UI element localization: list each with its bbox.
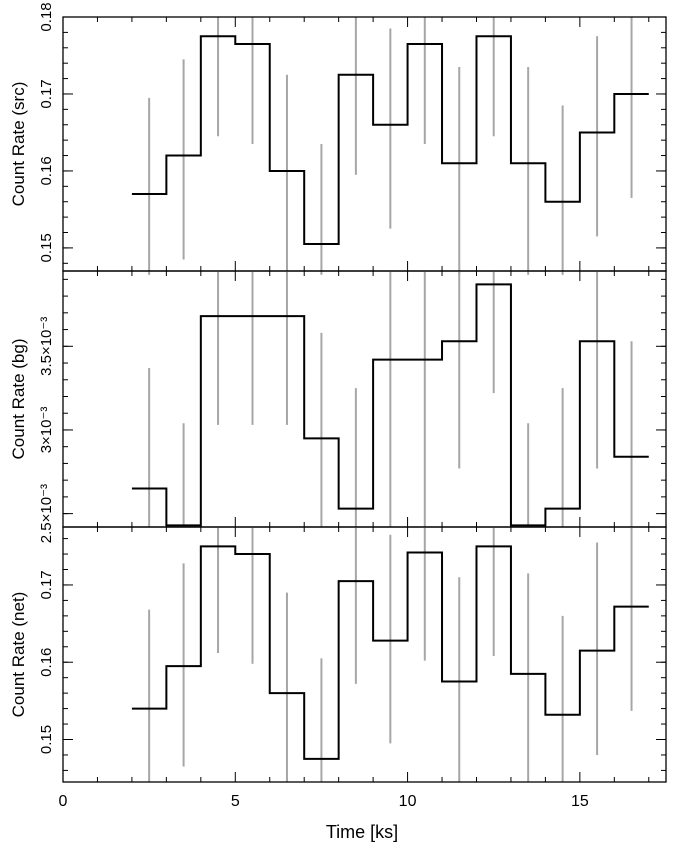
y-tick-label-bg: 3×10⁻³ xyxy=(38,407,55,454)
x-tick-label: 10 xyxy=(399,793,417,810)
y-tick-label-net: 0.17 xyxy=(38,570,55,599)
y-tick-label-net: 0.16 xyxy=(38,648,55,677)
y-axis-label-src: Count Rate (src) xyxy=(9,82,28,207)
histogram-net xyxy=(131,545,649,760)
y-tick-label-src: 0.15 xyxy=(38,233,55,262)
y-tick-label-src: 0.16 xyxy=(38,156,55,185)
y-tick-label-src: 0.18 xyxy=(38,2,55,31)
histogram-src xyxy=(131,35,649,246)
panel-bg: 2.5×10⁻³ 3×10⁻³ 3.5×10⁻³ Count Rate (bg) xyxy=(9,270,667,543)
y-tick-label-bg: 3.5×10⁻³ xyxy=(38,317,55,376)
histogram-bg xyxy=(131,283,649,527)
x-tick-label: 15 xyxy=(571,793,589,810)
y-axis-label-bg: Count Rate (bg) xyxy=(9,339,28,460)
x-axis-label: Time [ks] xyxy=(326,822,398,842)
x-tick-label: 5 xyxy=(231,793,240,810)
x-axis: 0 5 10 15 xyxy=(59,793,589,810)
panels-group: 0.15 0.16 0.17 0.18 Count Rate (src) 2.5×10⁻³… xyxy=(9,2,667,783)
frame-src xyxy=(62,16,667,272)
panel-src: 0.15 0.16 0.17 0.18 Count Rate (src) xyxy=(9,2,667,275)
y-tick-label-net: 0.15 xyxy=(38,725,55,754)
y-tick-label-src: 0.17 xyxy=(38,79,55,108)
y-tick-label-bg: 2.5×10⁻³ xyxy=(38,484,55,543)
x-tick-label: 0 xyxy=(59,793,68,810)
panel-net: 0.15 0.16 0.17 Count Rate (net) xyxy=(9,526,667,783)
frame-net xyxy=(62,526,667,783)
y-axis-label-net: Count Rate (net) xyxy=(9,592,28,718)
